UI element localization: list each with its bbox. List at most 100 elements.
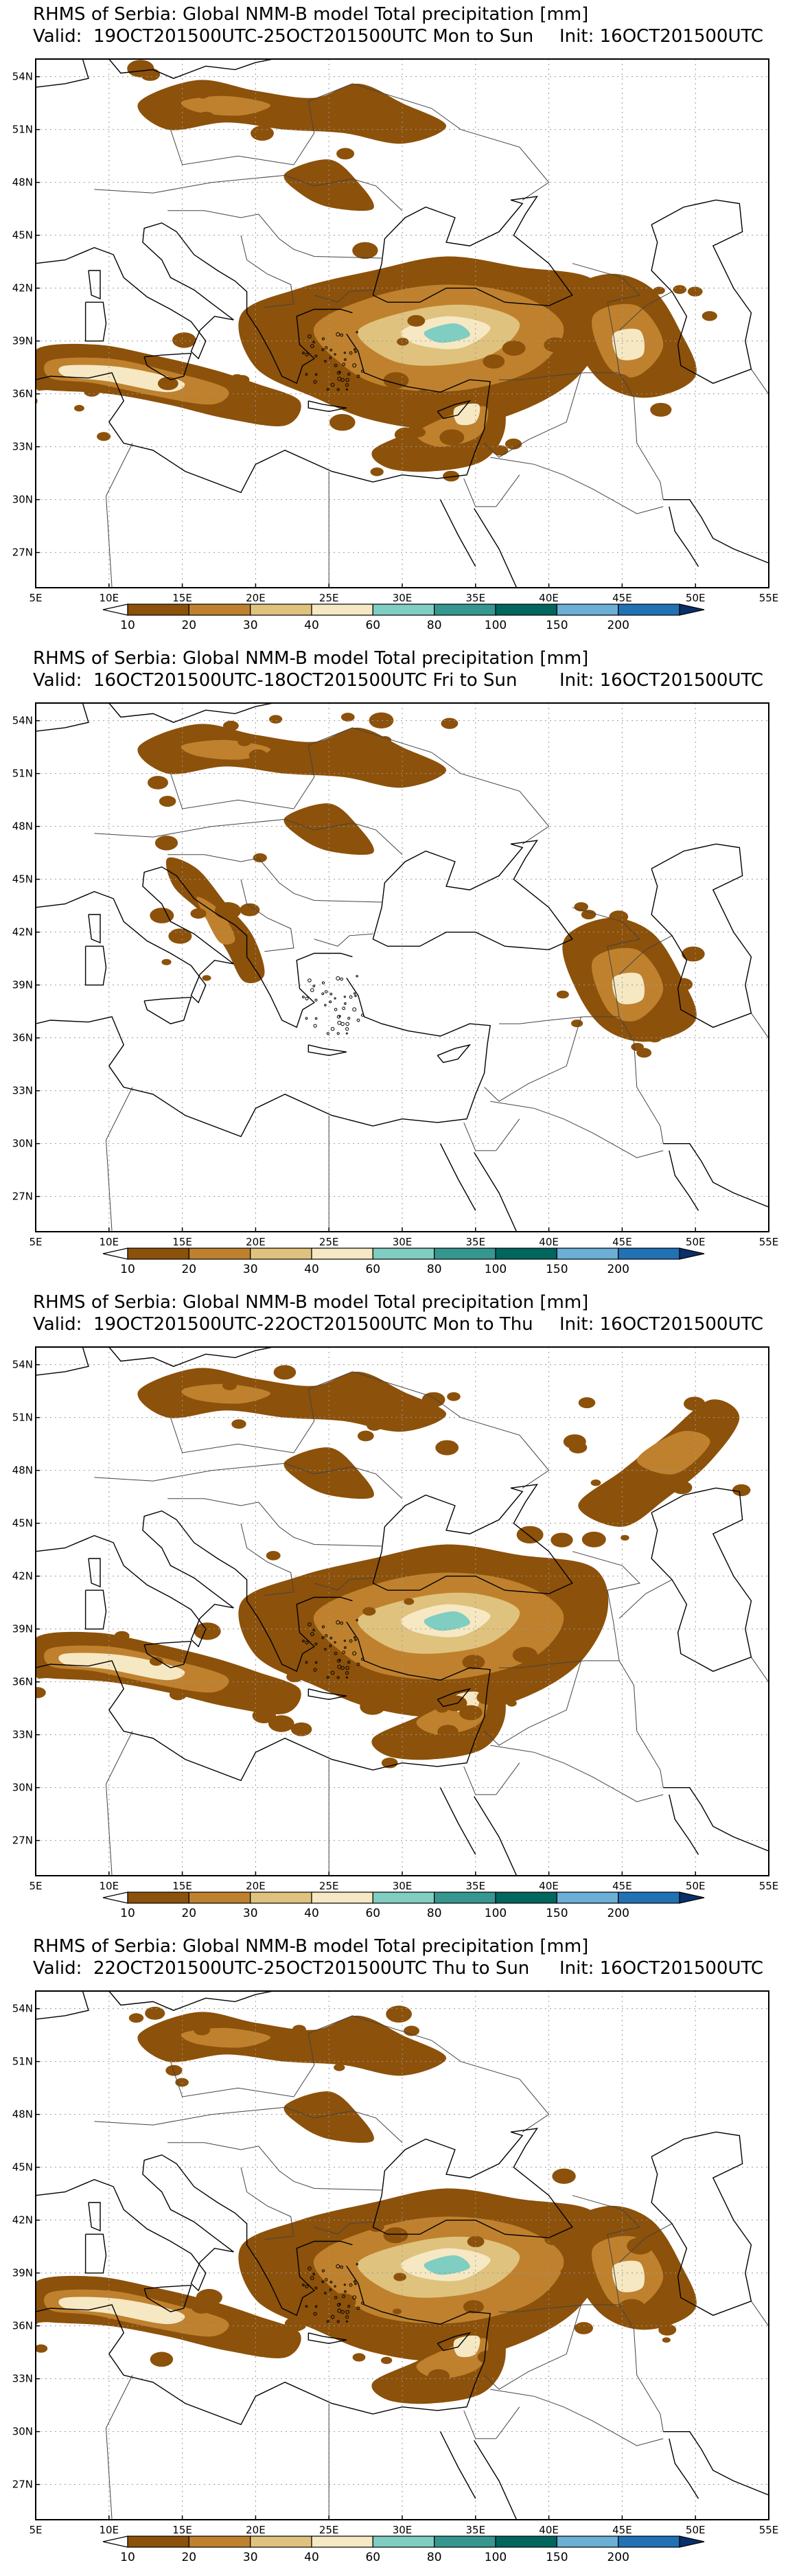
lon-label: 50E: [686, 2524, 706, 2536]
precip-contour: [612, 2260, 645, 2292]
coastline: [669, 1150, 699, 1211]
precip-region: [370, 372, 522, 482]
precip-cell: [194, 1622, 221, 1640]
island: [344, 2290, 347, 2293]
island: [330, 2314, 335, 2319]
precip-region: [137, 712, 459, 855]
precip-cell: [404, 1598, 415, 1605]
colorbar-box: [311, 1247, 373, 1260]
coastline: [474, 1152, 518, 1232]
precip-cell: [240, 903, 260, 917]
precip-cell: [334, 2064, 345, 2071]
border-line: [240, 235, 294, 308]
precip-cell: [283, 102, 294, 110]
colorbar-box: [372, 603, 435, 616]
coastline: [308, 400, 347, 413]
precip-cell: [650, 402, 672, 417]
island: [324, 1004, 327, 1007]
precip-cell: [393, 2308, 402, 2314]
map-panel-3: RHMS of Serbia: Global NMM-B model Total…: [0, 1288, 788, 1932]
island: [321, 2269, 325, 2273]
precipitation-field: [36, 1365, 751, 1769]
coastline: [651, 199, 752, 384]
island: [344, 358, 347, 361]
island: [324, 360, 327, 363]
island: [324, 346, 328, 349]
border-line: [499, 907, 640, 1024]
island: [305, 996, 309, 1000]
precip-cell: [190, 908, 207, 919]
precip-cell: [557, 364, 571, 373]
colorbar-level-label: 60: [365, 1907, 380, 1920]
colorbar-level-label: 60: [365, 2551, 380, 2564]
island: [345, 2320, 348, 2323]
lat-label: 33N: [12, 441, 33, 453]
border-line: [463, 474, 520, 507]
island: [313, 1668, 317, 1672]
lon-label: 50E: [686, 592, 706, 604]
island: [343, 2284, 346, 2286]
coastline: [36, 866, 353, 1028]
island: [305, 2305, 308, 2308]
map-layers: [36, 1991, 769, 2520]
precip-contour: [636, 1431, 710, 1475]
precip-cell: [161, 958, 172, 965]
colorbar-level-label: 200: [607, 619, 629, 632]
colorbar-level-label: 100: [485, 1263, 507, 1276]
island: [329, 2281, 333, 2284]
island: [356, 331, 358, 334]
lat-label: 36N: [12, 1032, 33, 1044]
valid-period: Valid: 19OCT201500UTC-25OCT201500UTC Mon…: [33, 26, 534, 47]
island: [342, 363, 346, 367]
init-time: Init: 16OCT201500UTC: [559, 1314, 763, 1335]
island: [305, 373, 308, 376]
island: [324, 2278, 328, 2281]
colorbar-level-label: 150: [546, 1263, 568, 1276]
lon-label: 20E: [246, 592, 266, 604]
colorbar-box: [188, 1247, 251, 1260]
lat-label: 36N: [12, 1676, 33, 1688]
precip-cell: [410, 428, 426, 437]
border-line: [94, 2106, 403, 2143]
colorbar-box: [188, 1891, 251, 1904]
island: [345, 383, 349, 387]
island: [329, 2288, 332, 2292]
precip-region: [36, 2253, 307, 2367]
border-line: [484, 2304, 582, 2390]
lon-label: 40E: [539, 2524, 559, 2536]
island: [313, 1024, 317, 1028]
lat-label: 27N: [12, 1191, 33, 1203]
lat-label: 36N: [12, 2320, 33, 2332]
border-line: [240, 2167, 294, 2240]
island: [326, 388, 329, 391]
coastline: [439, 2431, 476, 2499]
coastline: [88, 2202, 101, 2232]
precip-cell: [266, 1551, 281, 1561]
island: [308, 978, 312, 982]
precip-cell: [386, 2005, 412, 2023]
precip-contour: [453, 2335, 480, 2358]
precip-cell: [590, 1479, 601, 1486]
colorbar-level-label: 150: [546, 2551, 568, 2564]
coastline: [36, 2266, 491, 2426]
precip-cell: [352, 2353, 366, 2362]
colorbar-level-label: 80: [427, 1263, 442, 1276]
colorbar-box: [250, 2535, 312, 2548]
precip-cell: [415, 389, 430, 399]
border-line: [499, 2195, 640, 2312]
border-line: [240, 1523, 294, 1596]
coastline: [651, 2131, 752, 2316]
precip-cell: [145, 2006, 165, 2020]
colorbar-box: [618, 1891, 680, 1904]
colorbar-level-label: 30: [243, 1907, 258, 1920]
lon-label: 30E: [393, 1236, 413, 1248]
coastline: [663, 2431, 769, 2496]
border-line: [308, 2015, 550, 2132]
lon-label: 10E: [100, 1880, 119, 1892]
precip-cell: [673, 978, 693, 991]
border-line: [167, 1498, 382, 1547]
border-line: [463, 1118, 520, 1151]
coastline: [437, 400, 472, 419]
island: [321, 1625, 325, 1629]
lat-label: 42N: [12, 2214, 33, 2227]
